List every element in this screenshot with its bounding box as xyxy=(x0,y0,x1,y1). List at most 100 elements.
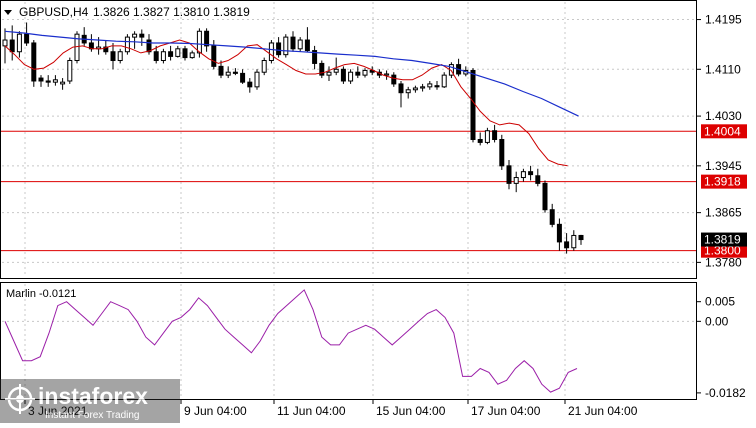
level-label-text: 1.4004 xyxy=(704,124,741,138)
candle-body-down xyxy=(182,48,188,59)
candle xyxy=(160,48,166,64)
candle xyxy=(254,69,260,90)
candle-body-down xyxy=(218,65,224,76)
candle xyxy=(549,203,555,228)
candle-body-down xyxy=(535,175,541,184)
watermark-brand: instaforex xyxy=(38,383,148,409)
candle-body-up xyxy=(384,73,390,76)
candle xyxy=(117,48,123,64)
x-tick-label: 9 Jun 04:00 xyxy=(184,404,247,418)
y-tick-label: 1.3945 xyxy=(705,159,742,173)
candle xyxy=(132,31,138,49)
candle xyxy=(535,168,541,187)
candle-body-up xyxy=(16,33,22,53)
candle-body-up xyxy=(52,79,58,83)
chart-header: GBPUSD,H4 1.3826 1.3827 1.3810 1.3819 xyxy=(4,5,250,19)
candle xyxy=(81,27,87,46)
candle xyxy=(333,57,339,76)
candle xyxy=(38,75,44,87)
candle-body-down xyxy=(477,139,483,143)
watermark-tagline: Instant Forex Trading xyxy=(45,410,140,421)
last-price-marker: 1.3819 xyxy=(701,232,747,247)
candle-body-down xyxy=(38,77,44,82)
candle-body-up xyxy=(348,71,354,82)
candle xyxy=(441,72,447,89)
x-tick-label: 15 Jun 04:00 xyxy=(376,404,446,418)
candle xyxy=(405,86,411,99)
candle-body-down xyxy=(319,62,325,76)
candle xyxy=(484,127,490,145)
candle-body-down xyxy=(31,42,37,82)
candle-body-up xyxy=(333,68,339,73)
candle xyxy=(434,80,440,90)
level-label-box xyxy=(701,243,747,258)
candle xyxy=(571,230,577,251)
candle-body-down xyxy=(470,69,476,140)
candle-body-up xyxy=(441,74,447,88)
candle-body-down xyxy=(312,50,318,64)
x-tick-label: 11 Jun 04:00 xyxy=(277,404,346,418)
candle-body-up xyxy=(268,42,274,62)
candle xyxy=(304,27,310,52)
x-tick-label: 3 Jun 2021 xyxy=(28,404,88,418)
candle-body-down xyxy=(506,165,512,184)
candle-body-down xyxy=(304,39,310,52)
candle-body-up xyxy=(420,86,426,89)
candle xyxy=(67,57,73,84)
candle xyxy=(578,234,584,245)
candle-body-up xyxy=(484,130,490,143)
candle xyxy=(297,37,303,52)
candle xyxy=(564,233,570,254)
candle xyxy=(276,37,282,58)
candle-body-down xyxy=(211,45,217,67)
candle xyxy=(420,83,426,92)
candle xyxy=(470,68,476,143)
candle xyxy=(218,60,224,79)
candle-body-up xyxy=(60,81,66,85)
candle-body-down xyxy=(139,33,145,38)
candle xyxy=(520,168,526,182)
candle xyxy=(196,28,202,58)
candle-body-down xyxy=(45,80,51,83)
ohlc-values: 1.3826 1.3827 1.3810 1.3819 xyxy=(93,5,250,19)
candle xyxy=(204,28,210,52)
candle xyxy=(283,34,289,58)
candle-body-up xyxy=(189,52,195,59)
candle-body-up xyxy=(196,30,202,54)
candle-body-up xyxy=(297,39,303,50)
candle xyxy=(189,50,195,59)
candle-body-down xyxy=(549,209,555,225)
y-tick-label: 1.3780 xyxy=(705,255,742,269)
candle-body-down xyxy=(146,39,152,53)
candle xyxy=(60,78,66,90)
candle xyxy=(398,80,404,108)
level-label-text: 1.3800 xyxy=(704,244,741,258)
price-axis: 1.4195 1.4110 1.4030 1.3945 1.3865 1.3780 xyxy=(697,13,742,269)
candle-body-down xyxy=(542,182,548,211)
instaforex-watermark: instaforex Instant Forex Trading xyxy=(0,379,180,423)
candle xyxy=(124,34,130,55)
candle-body-up xyxy=(427,83,433,88)
candle xyxy=(384,70,390,80)
horizontal-levels[interactable] xyxy=(1,130,697,252)
oscillator-title: Marlin -0.0121 xyxy=(6,288,76,300)
candle xyxy=(240,69,246,84)
candle-body-up xyxy=(124,36,130,53)
candle xyxy=(225,66,231,79)
candle-body-down xyxy=(240,72,246,83)
time-axis: 3 Jun 2021 9 Jun 04:00 11 Jun 04:00 15 Jun … xyxy=(24,400,638,418)
candle-body-up xyxy=(283,36,289,56)
candle xyxy=(348,69,354,84)
candle xyxy=(2,28,8,64)
symbol-timeframe: GBPUSD,H4 xyxy=(19,5,89,19)
candle-body-up xyxy=(132,33,138,38)
symbol-dropdown-icon[interactable] xyxy=(4,10,12,15)
candle xyxy=(319,60,325,79)
candle xyxy=(268,40,274,64)
candle xyxy=(326,66,332,81)
x-tick-label: 17 Jun 04:00 xyxy=(471,404,541,418)
candle-body-up xyxy=(520,171,526,179)
candle xyxy=(45,75,51,87)
candle-body-up xyxy=(254,71,260,88)
